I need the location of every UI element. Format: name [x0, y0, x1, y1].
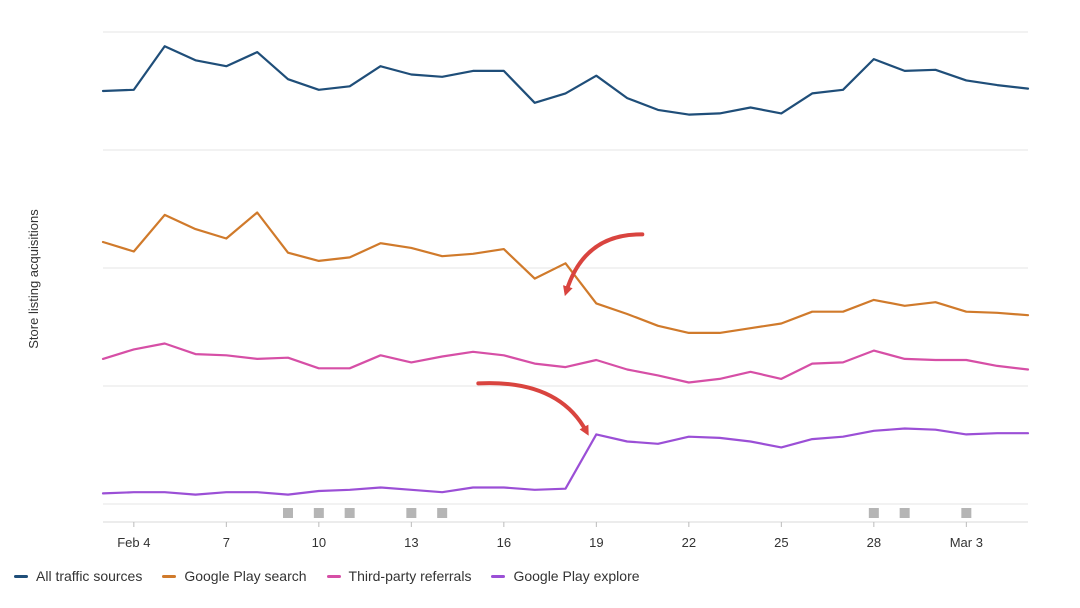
- annotation-marker: [899, 508, 910, 518]
- annotation-marker: [406, 508, 417, 518]
- x-tick-label: 7: [223, 535, 230, 550]
- legend-swatch: [162, 574, 177, 578]
- legend-item[interactable]: Google Play explore: [491, 568, 640, 584]
- annotation-marker: [961, 508, 972, 518]
- y-axis-title: Store listing acquisitions: [26, 209, 41, 349]
- legend-swatch: [14, 574, 28, 578]
- legend-item[interactable]: All traffic sources: [14, 568, 142, 584]
- x-tick-label: 13: [404, 535, 418, 550]
- x-tick-label: Feb 4: [117, 535, 150, 550]
- annotation-arrows: [476, 232, 645, 436]
- legend-label: Google Play search: [184, 568, 307, 584]
- series-line-third-party-referrals: [101, 342, 1030, 384]
- series-line-google-play-search: [101, 211, 1030, 334]
- x-axis-ticks: Feb 4 7 10 13 16 19 22 25 28 Mar 3: [117, 522, 983, 550]
- gridlines: [103, 31, 1028, 523]
- annotation-marker: [437, 508, 448, 518]
- annotation-arrow: [476, 381, 589, 436]
- annotation-marker: [868, 508, 879, 518]
- annotation-marker: [283, 508, 293, 518]
- x-tick-label: 19: [589, 535, 603, 550]
- x-tick-label: Mar 3: [950, 535, 983, 550]
- annotation-arrow: [563, 232, 645, 297]
- series-lines: [101, 45, 1030, 496]
- annotation-marker: [344, 508, 355, 518]
- legend: All traffic sources Google Play search Thi…: [14, 568, 640, 584]
- legend-label: Third-party referrals: [348, 568, 472, 584]
- series-line-google-play-explore: [101, 427, 1030, 496]
- legend-item[interactable]: Google Play search: [162, 568, 307, 584]
- legend-label: Google Play explore: [513, 568, 640, 584]
- annotation-marker: [313, 508, 324, 518]
- legend-swatch: [491, 574, 506, 578]
- x-tick-label: 22: [682, 535, 696, 550]
- legend-item[interactable]: Third-party referrals: [326, 568, 472, 584]
- x-tick-label: 28: [867, 535, 881, 550]
- legend-swatch: [326, 574, 341, 578]
- x-tick-label: 25: [774, 535, 788, 550]
- x-tick-label: 16: [497, 535, 511, 550]
- legend-label: All traffic sources: [36, 568, 143, 584]
- x-tick-label: 10: [312, 535, 326, 550]
- series-line-all-traffic-sources: [101, 45, 1030, 116]
- annotation-markers: [283, 508, 972, 518]
